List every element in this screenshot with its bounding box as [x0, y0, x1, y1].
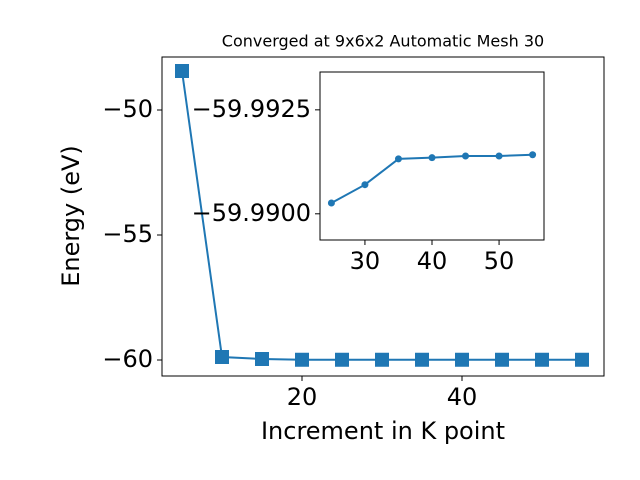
chart-title: Converged at 9x6x2 Automatic Mesh 30	[222, 32, 544, 51]
marker	[375, 352, 389, 367]
y-tick-label: −50	[102, 95, 153, 123]
marker	[215, 350, 229, 364]
x-tick-label: 40	[447, 383, 478, 411]
x-axis-label: Increment in K point	[261, 417, 505, 445]
marker	[575, 352, 589, 367]
y-axis-label: Energy (eV)	[57, 145, 85, 287]
marker	[428, 154, 436, 162]
marker	[495, 152, 503, 160]
y-tick-label: −60	[102, 345, 153, 373]
y-tick-label: −59.9925	[192, 95, 311, 123]
marker	[462, 152, 470, 160]
marker	[295, 352, 309, 367]
marker	[535, 352, 549, 367]
x-tick-label: 40	[417, 247, 448, 275]
marker	[335, 352, 349, 367]
marker	[327, 199, 335, 207]
marker	[175, 64, 189, 78]
y-tick-label: −59.9900	[192, 199, 311, 227]
x-tick-label: 50	[484, 247, 515, 275]
marker	[495, 352, 509, 367]
marker	[415, 352, 429, 367]
marker	[455, 352, 469, 367]
y-tick-label: −55	[102, 220, 153, 248]
marker	[529, 151, 537, 159]
marker	[255, 352, 269, 366]
marker	[361, 181, 369, 189]
x-tick-label: 20	[287, 383, 318, 411]
x-tick-label: 30	[350, 247, 381, 275]
marker	[394, 155, 402, 163]
